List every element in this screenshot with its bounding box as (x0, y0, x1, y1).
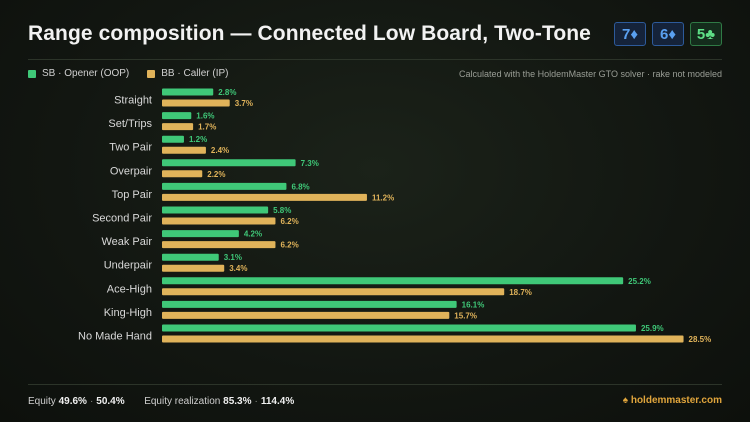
bar-bb (162, 193, 367, 201)
data-label-sb: 1.2% (189, 135, 207, 144)
bar-bb (162, 146, 206, 154)
spade-icon: ♠ (622, 395, 629, 406)
category-label: Overpair (110, 165, 153, 177)
realization-sb: 85.3% (223, 396, 252, 407)
data-label-bb: 28.5% (689, 335, 712, 344)
realization-label: Equity realization (144, 396, 221, 407)
bar-bb (162, 288, 505, 296)
bar-bb (162, 123, 194, 131)
bar-sb (162, 112, 192, 120)
bar-sb (162, 206, 269, 214)
board-cards: 7 ♦ 6 ♦ 5 ♣ (614, 22, 722, 46)
category-label: Two Pair (109, 142, 152, 154)
bar-bb (162, 170, 203, 178)
category-label: Straight (114, 95, 152, 107)
data-label-bb: 15.7% (454, 311, 477, 320)
bar-bb (162, 264, 225, 272)
data-label-sb: 25.9% (641, 324, 664, 333)
data-label-bb: 1.7% (198, 123, 216, 132)
bar-bb (162, 335, 684, 343)
bar-bb (162, 217, 276, 225)
board-card-1: 7 ♦ (614, 22, 646, 46)
header-divider (28, 59, 722, 60)
data-label-bb: 3.7% (235, 99, 253, 108)
data-label-sb: 25.2% (628, 277, 651, 286)
chart-title: Range composition — Connected Low Board,… (28, 22, 591, 45)
bar-sb (162, 324, 636, 332)
category-label: Second Pair (92, 213, 152, 225)
data-label-bb: 18.7% (509, 288, 532, 297)
legend-swatch-bb (147, 69, 156, 78)
data-label-sb: 4.2% (244, 230, 262, 239)
data-label-bb: 6.2% (280, 217, 298, 226)
board-card-3: 5 ♣ (690, 22, 722, 46)
category-label: King-High (104, 307, 152, 319)
data-label-bb: 2.2% (207, 170, 225, 179)
bar-bb (162, 241, 276, 249)
bar-bb (162, 311, 450, 319)
footer-stats: Equity 49.6% · 50.4% Equity realization 85… (28, 396, 295, 407)
legend-item-bb: BB · Caller (IP) (147, 68, 228, 79)
legend-item-sb: SB · Opener (OOP) (28, 68, 129, 79)
category-label: Weak Pair (101, 236, 152, 248)
data-label-bb: 6.2% (280, 241, 298, 250)
data-label-sb: 5.8% (273, 206, 291, 215)
category-label: No Made Hand (78, 331, 152, 343)
data-label-sb: 16.1% (462, 300, 485, 309)
data-label-sb: 3.1% (224, 253, 242, 262)
diamond-icon: ♦ (630, 25, 638, 43)
data-label-bb: 3.4% (229, 264, 247, 273)
bar-sb (162, 88, 214, 96)
legend-label-sb: SB · Opener (OOP) (42, 68, 130, 79)
realization-bb: 114.4% (260, 396, 295, 407)
data-label-sb: 7.3% (301, 159, 319, 168)
category-label: Ace-High (107, 283, 152, 295)
data-label-bb: 2.4% (211, 146, 229, 155)
category-label: Top Pair (112, 189, 153, 201)
brand-link[interactable]: ♠ holdemmaster.com (623, 395, 722, 406)
footer-divider (28, 384, 722, 385)
solver-note: Calculated with the HoldemMaster GTO sol… (459, 69, 722, 79)
bar-sb (162, 159, 296, 167)
board-card-2: 6 ♦ (652, 22, 684, 46)
data-label-sb: 1.6% (196, 112, 214, 121)
bar-sb (162, 277, 624, 285)
data-label-bb: 11.2% (372, 193, 394, 202)
bar-sb (162, 300, 457, 308)
bar-sb (162, 230, 239, 238)
legend-label-bb: BB · Caller (IP) (161, 68, 229, 79)
equity-bb: 50.4% (96, 396, 125, 407)
brand-text: holdemmaster.com (630, 395, 722, 406)
bar-bb (162, 99, 230, 107)
club-icon: ♣ (705, 25, 716, 43)
legend: SB · Opener (OOP) BB · Caller (IP) (28, 68, 228, 79)
category-label: Set/Trips (108, 118, 152, 130)
data-label-sb: 6.8% (291, 182, 309, 191)
legend-swatch-sb (28, 69, 36, 78)
bar-sb (162, 182, 287, 190)
data-label-sb: 2.8% (218, 88, 236, 97)
equity-sb: 49.6% (58, 396, 87, 407)
equity-label: Equity (28, 396, 56, 407)
diamond-icon: ♦ (668, 25, 676, 43)
bar-sb (162, 135, 184, 143)
category-label: Underpair (104, 260, 153, 272)
bar-sb (162, 253, 219, 261)
